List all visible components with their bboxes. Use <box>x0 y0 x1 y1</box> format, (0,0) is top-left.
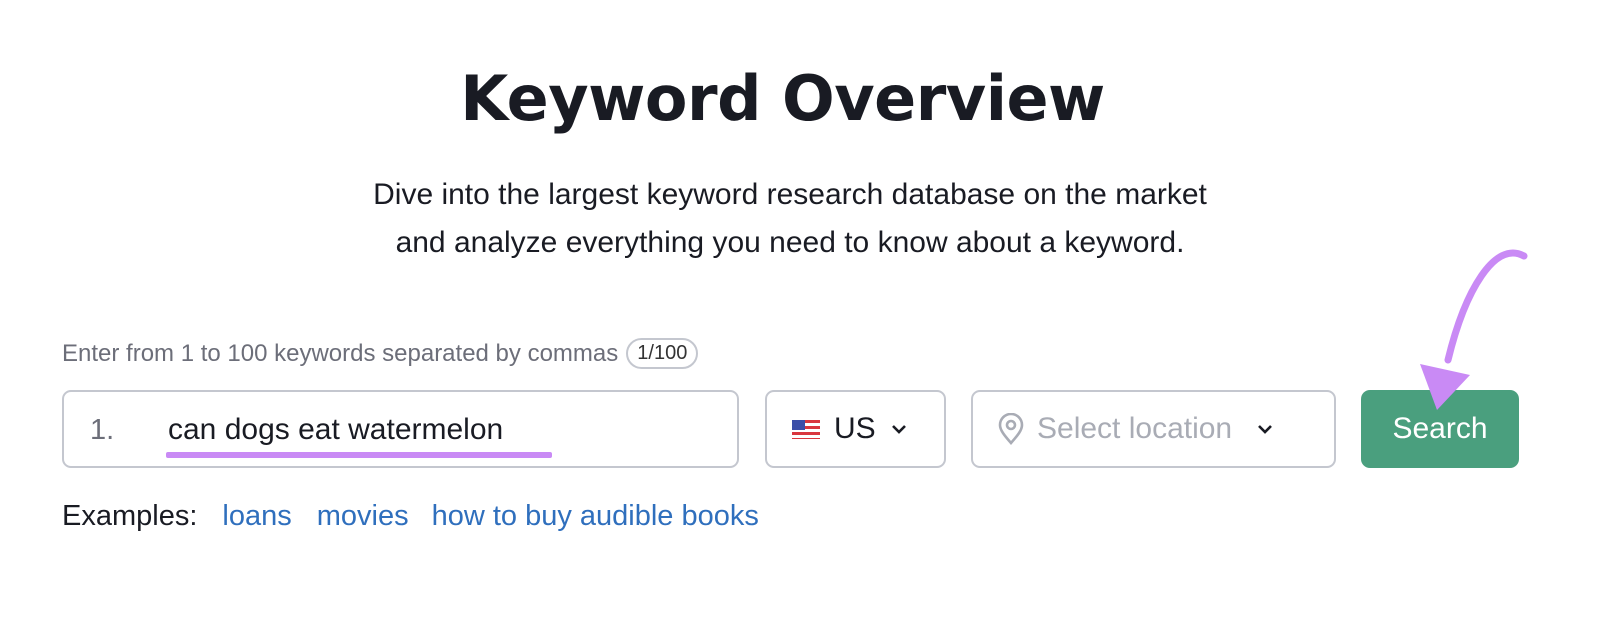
location-select[interactable]: Select location <box>971 390 1336 468</box>
database-value: US <box>834 412 876 445</box>
hint-text: Enter from 1 to 100 keywords separated b… <box>62 339 619 367</box>
us-flag-icon <box>792 419 820 439</box>
example-link-loans[interactable]: loans <box>222 500 292 532</box>
keyword-line-number: 1. <box>90 414 115 446</box>
subtitle-line-2: and analyze everything you need to know … <box>395 226 1185 259</box>
annotation-underline <box>166 452 552 458</box>
example-link-audible[interactable]: how to buy audible books <box>431 500 759 532</box>
page-title: Keyword Overview <box>460 62 1105 135</box>
examples-row: Examples: loans movies how to buy audibl… <box>62 500 759 533</box>
location-placeholder: Select location <box>1037 412 1233 445</box>
examples-label: Examples: <box>62 500 198 532</box>
example-link-movies[interactable]: movies <box>316 500 409 532</box>
database-select[interactable]: US <box>765 390 946 468</box>
keyword-counter-badge: 1/100 <box>626 338 699 369</box>
location-pin-icon <box>998 413 1024 445</box>
keyword-input-value[interactable]: can dogs eat watermelon <box>168 413 504 446</box>
keyword-input[interactable]: 1. can dogs eat watermelon <box>62 390 739 468</box>
keywords-hint: Enter from 1 to 100 keywords separated b… <box>62 338 699 369</box>
chevron-down-icon <box>1258 425 1273 434</box>
chevron-down-icon <box>891 425 906 434</box>
subtitle-line-1: Dive into the largest keyword research d… <box>373 178 1207 211</box>
